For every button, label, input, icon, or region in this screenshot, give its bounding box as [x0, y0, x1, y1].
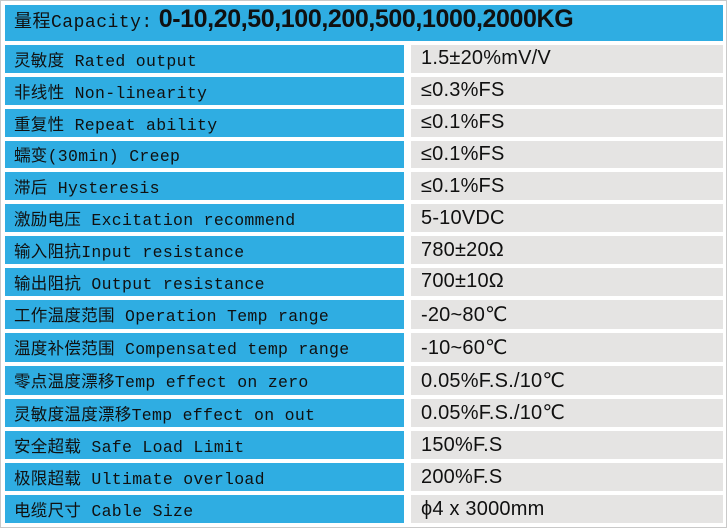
spec-value-cell: ≤0.1%FS: [411, 108, 723, 137]
spec-label-cell: 极限超载 Ultimate overload: [5, 463, 404, 492]
spec-value-cell: 780±20Ω: [411, 236, 723, 265]
spec-value-cell: -20~80℃: [411, 299, 723, 329]
spec-row: 非线性 Non-linearity ≤0.3%FS: [5, 76, 723, 105]
spec-label-cell: 蠕变(30min) Creep: [5, 140, 404, 169]
spec-label-cell: 零点温度漂移Temp effect on zero: [5, 365, 404, 395]
spec-row: 激励电压 Excitation recommend 5-10VDC: [5, 204, 723, 233]
spec-row: 重复性 Repeat ability ≤0.1%FS: [5, 108, 723, 137]
spec-label-cell: 灵敏度 Rated output: [5, 44, 404, 73]
spec-value-cell: ≤0.1%FS: [411, 172, 723, 201]
spec-label-cell: 灵敏度温度漂移Temp effect on out: [5, 398, 404, 428]
spec-row: 零点温度漂移Temp effect on zero 0.05%F.S./10℃: [5, 365, 723, 395]
spec-row: 输入阻抗Input resistance 780±20Ω: [5, 236, 723, 265]
capacity-header-label: 量程Capacity:: [14, 13, 153, 33]
spec-row: 输出阻抗 Output resistance 700±10Ω: [5, 268, 723, 296]
spec-label-cell: 滞后 Hysteresis: [5, 172, 404, 201]
spec-row: 安全超载 Safe Load Limit 150%F.S: [5, 431, 723, 460]
spec-row: 灵敏度 Rated output 1.5±20%mV/V: [5, 44, 723, 73]
spec-value-cell: 150%F.S: [411, 431, 723, 460]
spec-row: 电缆尺寸 Cable Size ϕ4 x 3000mm: [5, 495, 723, 524]
spec-row: 滞后 Hysteresis ≤0.1%FS: [5, 172, 723, 201]
spec-row: 极限超载 Ultimate overload 200%F.S: [5, 463, 723, 492]
spec-value-cell: ϕ4 x 3000mm: [411, 495, 723, 524]
spec-label-cell: 输入阻抗Input resistance: [5, 236, 404, 265]
spec-label-cell: 电缆尺寸 Cable Size: [5, 495, 404, 524]
spec-label-cell: 安全超载 Safe Load Limit: [5, 431, 404, 460]
spec-value-cell: 0.05%F.S./10℃: [411, 365, 723, 395]
spec-value-cell: ≤0.1%FS: [411, 140, 723, 169]
capacity-header-value: 0-10,20,50,100,200,500,1000,2000KG: [158, 5, 574, 33]
spec-value-cell: 0.05%F.S./10℃: [411, 398, 723, 428]
spec-value-cell: 200%F.S: [411, 463, 723, 492]
spec-label-cell: 非线性 Non-linearity: [5, 76, 404, 105]
spec-label-cell: 输出阻抗 Output resistance: [5, 268, 404, 296]
spec-label-cell: 重复性 Repeat ability: [5, 108, 404, 137]
spec-label-cell: 温度补偿范围 Compensated temp range: [5, 332, 404, 362]
spec-label-cell: 工作温度范围 Operation Temp range: [5, 299, 404, 329]
spec-row: 蠕变(30min) Creep ≤0.1%FS: [5, 140, 723, 169]
spec-row: 灵敏度温度漂移Temp effect on out 0.05%F.S./10℃: [5, 398, 723, 428]
spec-value-cell: ≤0.3%FS: [411, 76, 723, 105]
spec-value-cell: 700±10Ω: [411, 268, 723, 296]
spec-table: 量程Capacity: 0-10,20,50,100,200,500,1000,…: [5, 5, 723, 524]
spec-label-cell: 激励电压 Excitation recommend: [5, 204, 404, 233]
spec-value-cell: -10~60℃: [411, 332, 723, 362]
spec-row: 温度补偿范围 Compensated temp range -10~60℃: [5, 332, 723, 362]
capacity-header-row: 量程Capacity: 0-10,20,50,100,200,500,1000,…: [5, 5, 723, 41]
spec-value-cell: 5-10VDC: [411, 204, 723, 233]
spec-row: 工作温度范围 Operation Temp range -20~80℃: [5, 299, 723, 329]
spec-value-cell: 1.5±20%mV/V: [411, 44, 723, 73]
